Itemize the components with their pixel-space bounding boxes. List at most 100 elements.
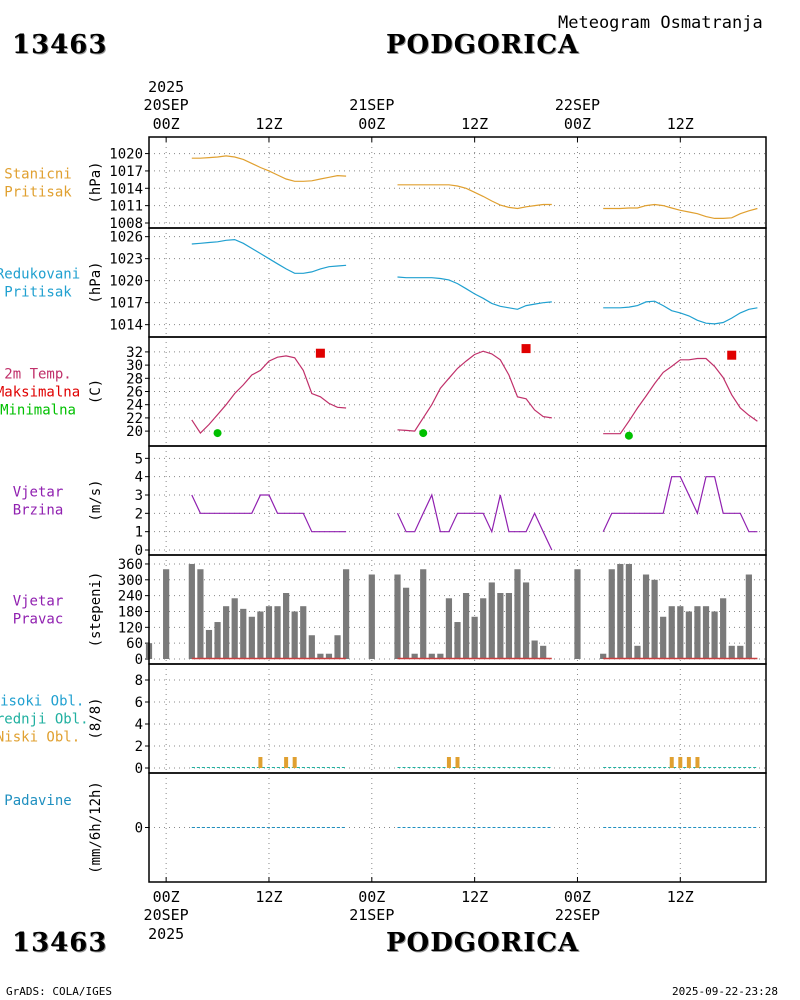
- top-year-label: 2025: [148, 78, 184, 96]
- wind_speed-series-line: [602, 476, 758, 533]
- wind_speed-series-line: [396, 493, 553, 551]
- y-tick-label: 60: [126, 636, 143, 652]
- wind-direction-bar: [248, 616, 255, 659]
- y-tick-label: 120: [118, 620, 143, 636]
- y-tick-label: 30: [126, 358, 143, 374]
- panel-frame: [148, 772, 767, 883]
- y-tick-label: 180: [118, 604, 143, 620]
- y-tick-label: 5: [135, 451, 143, 467]
- max-temp-marker: [315, 348, 325, 358]
- grads-credit: GrADS: COLA/IGES: [6, 985, 112, 998]
- panel-frame: [148, 136, 767, 229]
- panel-unit-label: (hPa): [88, 161, 104, 203]
- min-temp-marker: [213, 429, 222, 438]
- wind-direction-bar: [197, 569, 204, 659]
- wind-direction-bar: [411, 653, 418, 659]
- wind-direction-bar: [617, 563, 624, 659]
- panel-label: Vjetar: [13, 594, 64, 610]
- panel-unit-label: (mm/6h/12h): [88, 781, 104, 874]
- panel-unit-label: (C): [88, 379, 104, 404]
- y-tick-label: 1011: [109, 199, 143, 215]
- bottom-time-tick-label: 00Z: [153, 888, 180, 906]
- low-cloud-bar: [678, 757, 683, 768]
- temperature-series-line: [603, 357, 758, 435]
- bottom-time-tick-label: 12Z: [461, 888, 488, 906]
- wind-direction-bar: [642, 574, 650, 659]
- low-cloud-bar: [695, 757, 700, 768]
- max-temp-marker: [521, 344, 531, 354]
- panel-frame: [148, 445, 767, 556]
- top-date-label: 21SEP: [349, 96, 394, 114]
- y-tick-label: 3: [135, 488, 143, 504]
- wind-direction-bar: [462, 593, 470, 659]
- wind-direction-bar: [522, 582, 530, 659]
- wind-direction-bar: [317, 653, 324, 659]
- low-cloud-bar: [669, 757, 674, 768]
- city-name-footer: PODGORICA: [386, 928, 580, 958]
- reduced_pressure-series-line: [191, 238, 347, 274]
- y-tick-label: 20: [126, 424, 143, 440]
- city-name-header: PODGORICA: [386, 30, 580, 60]
- wind-direction-bar: [531, 640, 538, 659]
- wind-direction-bar: [745, 574, 752, 659]
- wind-direction-bar: [265, 606, 273, 659]
- panel-label: Visoki Obl.: [0, 694, 84, 710]
- y-tick-label: 22: [126, 411, 143, 427]
- panel-label: 2m Temp.: [4, 367, 71, 383]
- panel-unit-label: (8/8): [88, 697, 104, 739]
- y-tick-label: 1020: [109, 274, 143, 290]
- station-id-footer: 13463: [12, 928, 108, 958]
- panel-frame: [148, 336, 767, 447]
- y-tick-label: 26: [126, 385, 143, 401]
- y-tick-label: 360: [118, 557, 143, 573]
- panel-label: Srednji Obl.: [0, 712, 89, 728]
- top-time-tick-label: 00Z: [564, 115, 591, 133]
- y-tick-label: 1017: [109, 164, 143, 180]
- wind-direction-bar: [334, 635, 341, 659]
- y-tick-label: 2: [135, 739, 143, 755]
- bottom-time-tick-label: 12Z: [667, 888, 694, 906]
- y-tick-label: 240: [118, 589, 143, 605]
- y-tick-label: 4: [135, 470, 143, 486]
- wind-direction-bar: [445, 598, 453, 659]
- panel-frame: [148, 663, 767, 774]
- wind-direction-bar: [660, 616, 667, 659]
- wind-direction-bar: [205, 629, 213, 659]
- wind-direction-bar: [163, 569, 170, 659]
- wind_speed-series-line: [191, 494, 347, 533]
- wind-direction-bar: [394, 574, 401, 659]
- y-tick-label: 28: [126, 371, 143, 387]
- wind-direction-bar: [188, 563, 195, 659]
- y-tick-label: 1023: [109, 252, 143, 268]
- y-tick-label: 0: [135, 761, 143, 777]
- panel-label: Pritisak: [4, 185, 72, 201]
- y-tick-label: 4: [135, 717, 143, 733]
- max-temp-marker: [727, 350, 737, 360]
- panel-unit-label: (hPa): [88, 261, 104, 303]
- station_pressure-series-line: [603, 203, 758, 219]
- top-time-tick-label: 12Z: [461, 115, 488, 133]
- wind-direction-bar: [308, 635, 315, 659]
- wind-direction-bar: [540, 645, 547, 659]
- wind-direction-bar: [634, 645, 641, 659]
- panel-unit-label: (m/s): [88, 479, 104, 521]
- y-tick-label: 32: [126, 345, 143, 361]
- wind-direction-bar: [488, 582, 495, 659]
- wind-direction-bar: [471, 616, 478, 659]
- wind-direction-bar: [685, 611, 692, 659]
- wind-direction-bar: [325, 653, 333, 659]
- panel-label: Redukovani: [0, 267, 80, 283]
- wind-direction-bar: [600, 653, 607, 659]
- temperature-series-line: [397, 350, 552, 432]
- y-tick-label: 1017: [109, 296, 143, 312]
- reduced_pressure-series-line: [397, 276, 552, 310]
- wind-direction-bar: [625, 563, 632, 659]
- bottom-time-tick-label: 00Z: [564, 888, 591, 906]
- y-tick-label: 8: [135, 673, 143, 689]
- y-tick-label: 1026: [109, 230, 143, 246]
- panel-label: Brzina: [13, 503, 64, 519]
- panel-label: Stanicni: [4, 167, 71, 183]
- top-time-tick-label: 00Z: [358, 115, 385, 133]
- wind-direction-bar: [283, 593, 290, 659]
- wind-direction-bar: [737, 645, 744, 659]
